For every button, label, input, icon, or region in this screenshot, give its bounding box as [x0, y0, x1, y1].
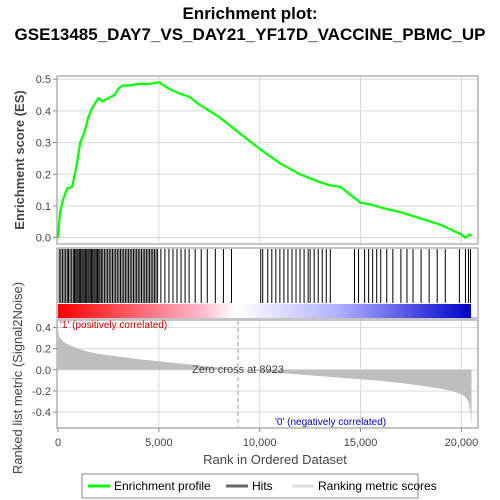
- hits-marks: [58, 249, 471, 303]
- positive-correlation-label: '1' (positively correlated): [60, 320, 167, 331]
- x-tick-label: 15,000: [344, 437, 378, 449]
- negative-correlation-label: '0' (negatively correlated): [275, 417, 386, 428]
- metric-y-tick-label: 0.4: [36, 322, 51, 334]
- x-tick-label: 20,000: [445, 437, 479, 449]
- legend: Enrichment profile Hits Ranking metric s…: [81, 473, 437, 499]
- es-panel-frame: [56, 75, 479, 245]
- x-tick-label: 10,000: [243, 437, 277, 449]
- es-y-tick-label: 0.5: [36, 74, 51, 86]
- es-y-axis-label: Enrichment score (ES): [12, 90, 27, 229]
- metric-y-tick-label: -0.4: [32, 407, 51, 419]
- metric-y-tick-label: -0.2: [32, 386, 51, 398]
- es-y-tick-label: 0.2: [36, 169, 51, 181]
- metric-y-tick-label: 0.0: [36, 365, 51, 377]
- es-y-axis: 0.0 0.1 0.2 0.3 0.4 0.5: [36, 74, 57, 245]
- ranking-color-bar: [58, 304, 471, 318]
- x-axis-label: Rank in Ordered Dataset: [203, 452, 347, 467]
- chart-title: Enrichment plot: GSE13485_DAY7_VS_DAY21_…: [14, 4, 486, 44]
- x-tick-label: 0: [55, 437, 61, 449]
- enrichment-profile-line: [56, 81, 473, 240]
- x-tick-label: 5,000: [145, 437, 173, 449]
- legend-hits-label: Hits: [252, 479, 273, 493]
- ranking-metric-area: [58, 327, 472, 426]
- es-y-tick-label: 0.4: [36, 106, 51, 118]
- legend-metric-label: Ranking metric scores: [318, 479, 437, 493]
- zero-cross-label: Zero cross at 8923: [192, 364, 284, 376]
- es-y-tick-label: 0.1: [36, 201, 51, 213]
- legend-frame: [81, 473, 419, 499]
- metric-y-tick-label: 0.2: [36, 344, 51, 356]
- legend-enrichment-label: Enrichment profile: [114, 479, 211, 493]
- es-y-tick-label: 0.0: [36, 233, 51, 245]
- es-grid: [58, 77, 477, 243]
- metric-y-axis: -0.4 -0.2 0.0 0.2 0.4: [32, 322, 57, 419]
- es-y-tick-label: 0.3: [36, 138, 51, 150]
- metric-y-axis-label: Ranked list metric (Signal2Noise): [10, 282, 25, 474]
- metric-grid: [58, 321, 477, 427]
- metric-x-axis: 0 5,000 10,000 15,000 20,000: [55, 428, 478, 449]
